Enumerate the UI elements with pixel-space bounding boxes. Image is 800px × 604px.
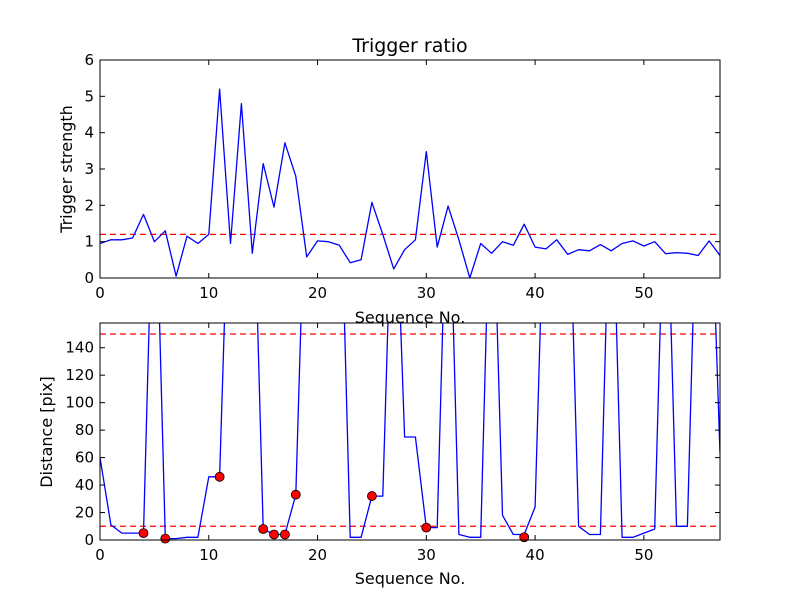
x-tick-label: 40 <box>526 546 545 564</box>
data-point <box>290 489 301 500</box>
series-line <box>100 88 720 278</box>
data-point <box>214 471 225 482</box>
y-tick-label: 1 <box>84 233 94 251</box>
y-tick-label: 120 <box>65 366 94 384</box>
x-tick-label: 30 <box>417 546 436 564</box>
data-point <box>367 491 377 501</box>
y-tick-label: 0 <box>84 531 94 549</box>
data-point <box>280 529 290 540</box>
y-tick-label: 2 <box>84 196 94 214</box>
distance-chart: 0 10 20 30 40 50 0 20 40 60 80 100 120 140 Sequence … <box>37 322 721 588</box>
y-tick-label: 40 <box>75 476 94 494</box>
y-axis-label: Distance [pix] <box>37 376 56 488</box>
data-point <box>138 528 149 539</box>
x-axis-ticks: 0 10 20 30 40 50 <box>95 60 653 302</box>
x-axis-label: Sequence No. <box>355 569 466 588</box>
y-tick-label: 20 <box>75 504 94 522</box>
data-point <box>269 529 279 540</box>
y-tick-label: 5 <box>84 87 94 105</box>
series-group <box>100 88 720 278</box>
y-axis-label: Trigger strength <box>57 105 76 234</box>
x-tick-label: 50 <box>634 284 653 302</box>
marker-group <box>138 471 530 544</box>
data-point <box>421 522 432 533</box>
x-axis-label: Sequence No. <box>355 308 466 327</box>
y-axis-ticks: 0 20 40 60 80 100 120 140 <box>65 339 720 549</box>
threshold-lines <box>100 333 720 527</box>
series-line <box>100 323 720 540</box>
y-tick-label: 100 <box>65 394 94 412</box>
series-group <box>100 323 720 540</box>
chart-title: Trigger ratio <box>351 35 467 57</box>
x-tick-label: 40 <box>526 284 545 302</box>
plot-frame <box>99 322 721 541</box>
trigger-ratio-chart: Trigger ratio 0 10 20 30 40 50 0 1 2 3 4 5 6 Sequen… <box>57 35 721 327</box>
x-tick-label: 0 <box>95 284 105 302</box>
y-tick-label: 6 <box>84 51 94 69</box>
y-tick-label: 3 <box>84 160 94 178</box>
data-point <box>258 524 269 534</box>
x-tick-label: 50 <box>634 546 653 564</box>
x-tick-label: 10 <box>199 284 218 302</box>
x-tick-label: 20 <box>308 546 327 564</box>
y-tick-label: 80 <box>75 421 94 439</box>
y-axis-ticks: 0 1 2 3 4 5 6 <box>84 51 720 287</box>
x-tick-label: 20 <box>308 284 327 302</box>
y-tick-label: 0 <box>84 269 94 287</box>
x-tick-label: 0 <box>95 546 105 564</box>
x-tick-label: 10 <box>199 546 218 564</box>
y-tick-label: 4 <box>84 124 94 142</box>
data-point <box>160 533 171 544</box>
y-tick-label: 60 <box>75 449 94 467</box>
x-tick-label: 30 <box>417 284 436 302</box>
x-axis-ticks: 0 10 20 30 40 50 <box>95 323 653 564</box>
y-tick-label: 140 <box>65 339 94 357</box>
